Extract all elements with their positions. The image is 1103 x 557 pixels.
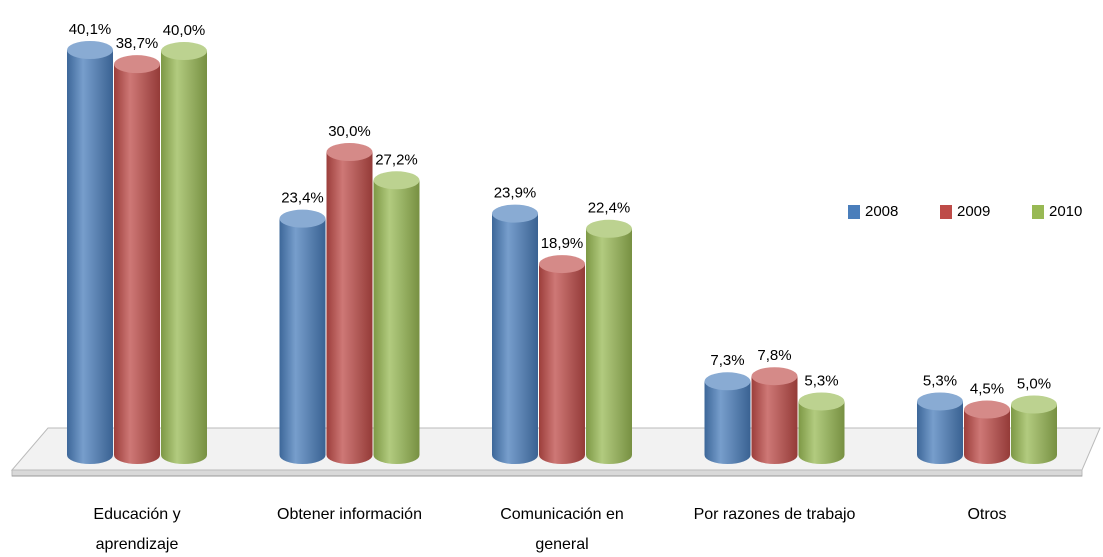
bar-top	[492, 204, 538, 223]
bar-body	[279, 218, 326, 455]
bar-top	[917, 392, 963, 411]
data-label: 18,9%	[541, 235, 584, 252]
x-tick-label: Otros	[967, 506, 1007, 523]
data-label: 23,4%	[281, 190, 324, 207]
bar-body	[326, 152, 373, 455]
data-label: 27,2%	[375, 151, 418, 168]
bar-body	[373, 180, 420, 455]
bar	[114, 55, 160, 464]
data-label: 4,5%	[970, 381, 1004, 398]
bar	[326, 143, 373, 464]
bar	[373, 171, 420, 464]
bar	[586, 219, 632, 464]
bar-top	[964, 400, 1010, 419]
bar-top	[373, 171, 420, 190]
bar	[67, 41, 113, 464]
data-label: 5,3%	[923, 372, 957, 389]
data-label: 30,0%	[328, 123, 371, 140]
bar	[279, 209, 326, 464]
legend-swatch	[848, 205, 860, 219]
bar	[492, 204, 538, 464]
bar-body	[751, 376, 798, 455]
bar-top	[751, 367, 798, 386]
bar-top	[114, 55, 160, 74]
legend-swatch	[940, 205, 952, 219]
bar-body	[114, 64, 160, 455]
bar-top	[161, 42, 207, 61]
bar-top	[67, 41, 113, 59]
bar-body	[492, 213, 538, 455]
data-label: 40,0%	[163, 22, 206, 39]
bar-top	[586, 219, 632, 238]
x-tick-label: Obtener información	[277, 506, 422, 523]
data-label: 22,4%	[588, 200, 631, 217]
bar	[798, 392, 845, 464]
data-label: 40,1%	[69, 21, 112, 38]
legend-label: 2010	[1049, 203, 1082, 220]
bar-top	[798, 392, 845, 411]
data-label: 23,9%	[494, 185, 537, 202]
bar-top	[704, 372, 751, 391]
bar-top	[539, 255, 585, 274]
legend-label: 2008	[865, 203, 898, 220]
x-tick-label: Por razones de trabajo	[693, 506, 856, 523]
bar-top	[1011, 395, 1057, 414]
bar	[1011, 395, 1057, 464]
data-label: 38,7%	[116, 35, 159, 52]
x-tick-label: Educación y aprendizaje	[93, 506, 181, 553]
bar-body	[539, 264, 585, 455]
bar	[539, 255, 585, 464]
data-label: 7,8%	[757, 347, 791, 364]
bar-body	[67, 50, 113, 455]
bar	[751, 367, 798, 464]
bar	[917, 392, 963, 464]
bar-top	[326, 143, 373, 162]
bar-body	[586, 228, 632, 455]
x-tick-label: Comunicación en general	[500, 506, 624, 553]
bar	[964, 400, 1010, 464]
legend-label: 2009	[957, 203, 990, 220]
data-label: 5,0%	[1017, 375, 1051, 392]
bar	[704, 372, 751, 464]
floor-edge	[11, 469, 1083, 477]
bar-top	[279, 209, 326, 228]
data-label: 5,3%	[804, 372, 838, 389]
data-label: 7,3%	[710, 352, 744, 369]
legend-swatch	[1032, 205, 1044, 219]
bar	[161, 42, 207, 464]
bar-body	[161, 51, 207, 455]
bar-body	[704, 381, 751, 455]
